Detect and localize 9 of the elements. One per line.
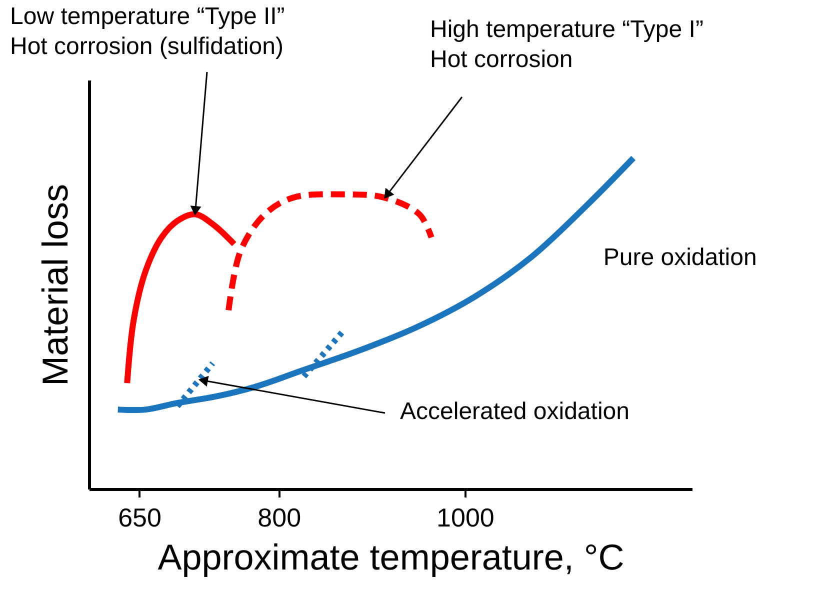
x-tick-label: 1000 (436, 502, 494, 532)
y-axis-title: Material loss (34, 184, 76, 386)
x-tick-label: 800 (258, 502, 302, 532)
x-axis-title: Approximate temperature, °C (158, 536, 624, 578)
x-tick-label: 650 (118, 502, 162, 532)
annotation: Low temperature “Type II” Hot corrosion (sulfidation) (10, 3, 285, 60)
series-label: Pure oxidation (603, 244, 757, 271)
annotation: High temperature “Type I” Hot corrosion (430, 16, 704, 73)
annotation: Accelerated oxidation (400, 398, 630, 425)
